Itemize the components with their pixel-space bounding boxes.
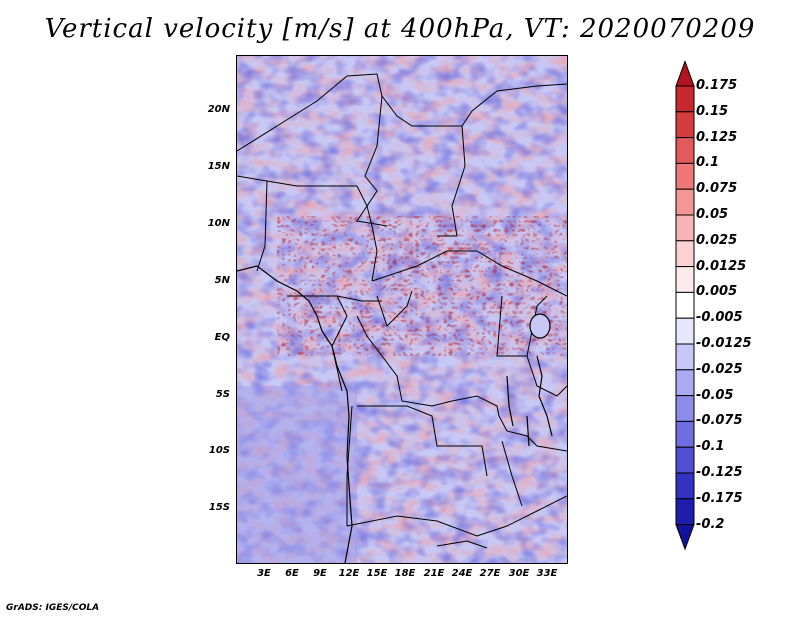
colorbar-label: 0.1 bbox=[696, 155, 720, 171]
lat-label: EQ bbox=[214, 332, 230, 343]
lon-label: 6E bbox=[285, 568, 299, 579]
colorbar-swatch bbox=[675, 266, 695, 293]
colorbar-label: -0.05 bbox=[696, 387, 734, 403]
colorbar-label: -0.005 bbox=[696, 310, 743, 326]
lon-label: 30E bbox=[508, 568, 530, 579]
lon-label: 3E bbox=[257, 568, 271, 579]
colorbar-label: 0.0125 bbox=[696, 258, 747, 274]
colorbar-swatch bbox=[675, 291, 695, 319]
colorbar-label: -0.075 bbox=[696, 413, 743, 429]
colorbar-label: 0.175 bbox=[696, 78, 738, 93]
colorbar-label: -0.175 bbox=[696, 490, 743, 506]
colorbar-swatch bbox=[675, 162, 695, 190]
lon-label: 33E bbox=[536, 568, 558, 579]
colorbar-swatch bbox=[675, 111, 695, 139]
convective-band bbox=[277, 216, 567, 356]
lon-label: 15E bbox=[366, 568, 388, 579]
lat-label: 15N bbox=[207, 161, 230, 172]
velocity-field-map bbox=[236, 55, 568, 564]
colorbar-label: 0.075 bbox=[696, 181, 738, 197]
coastline bbox=[237, 265, 553, 563]
lakes bbox=[506, 313, 551, 447]
colorbar-swatch bbox=[675, 188, 695, 216]
colorbar-swatch bbox=[675, 498, 695, 526]
lon-label: 9E bbox=[313, 568, 327, 579]
colorbar-top-triangle bbox=[675, 60, 695, 87]
map-canvas bbox=[237, 56, 567, 563]
grads-credit: GrADS: IGES/COLA bbox=[6, 603, 100, 613]
lon-label: 27E bbox=[479, 568, 501, 579]
colorbar-label: -0.1 bbox=[696, 439, 725, 455]
colorbar-label: -0.0125 bbox=[696, 336, 752, 351]
colorbar-swatch bbox=[675, 137, 695, 164]
colorbar-swatch bbox=[675, 472, 695, 500]
colorbar-swatch bbox=[675, 369, 695, 397]
colorbar-swatch bbox=[675, 317, 695, 345]
lon-label: 24E bbox=[451, 568, 473, 579]
colorbar-label: -0.125 bbox=[696, 465, 743, 480]
lon-label: 12E bbox=[338, 568, 360, 579]
colorbar-swatch bbox=[675, 343, 695, 371]
colorbar-swatch bbox=[675, 240, 695, 268]
colorbar-label: 0.15 bbox=[696, 103, 729, 119]
lat-label: 5S bbox=[215, 389, 230, 400]
colorbar-bottom-triangle bbox=[675, 524, 695, 551]
lat-label: 10S bbox=[208, 445, 230, 456]
lat-label: 20N bbox=[207, 104, 230, 115]
colorbar-swatch bbox=[675, 214, 695, 242]
colorbar-label: 0.025 bbox=[696, 232, 738, 248]
lat-label: 15S bbox=[208, 502, 230, 513]
colorbar-swatch bbox=[675, 395, 695, 422]
colorbar-label: 0.005 bbox=[696, 284, 738, 300]
colorbar-label: -0.025 bbox=[696, 361, 743, 377]
lon-label: 18E bbox=[394, 568, 416, 579]
colorbar-swatch bbox=[675, 85, 695, 113]
lat-label: 10N bbox=[207, 218, 230, 229]
lon-label: 21E bbox=[423, 568, 445, 579]
colorbar-swatch bbox=[675, 446, 695, 474]
chart-title: Vertical velocity [m/s] at 400hPa, VT: 2… bbox=[44, 14, 756, 44]
colorbar-label: 0.125 bbox=[696, 129, 738, 145]
colorbar bbox=[675, 60, 695, 551]
colorbar-label: -0.2 bbox=[696, 516, 725, 532]
country-borders bbox=[237, 73, 567, 549]
colorbar-swatch bbox=[675, 420, 695, 448]
lat-label: 5N bbox=[214, 275, 230, 286]
colorbar-label: 0.05 bbox=[696, 207, 729, 222]
